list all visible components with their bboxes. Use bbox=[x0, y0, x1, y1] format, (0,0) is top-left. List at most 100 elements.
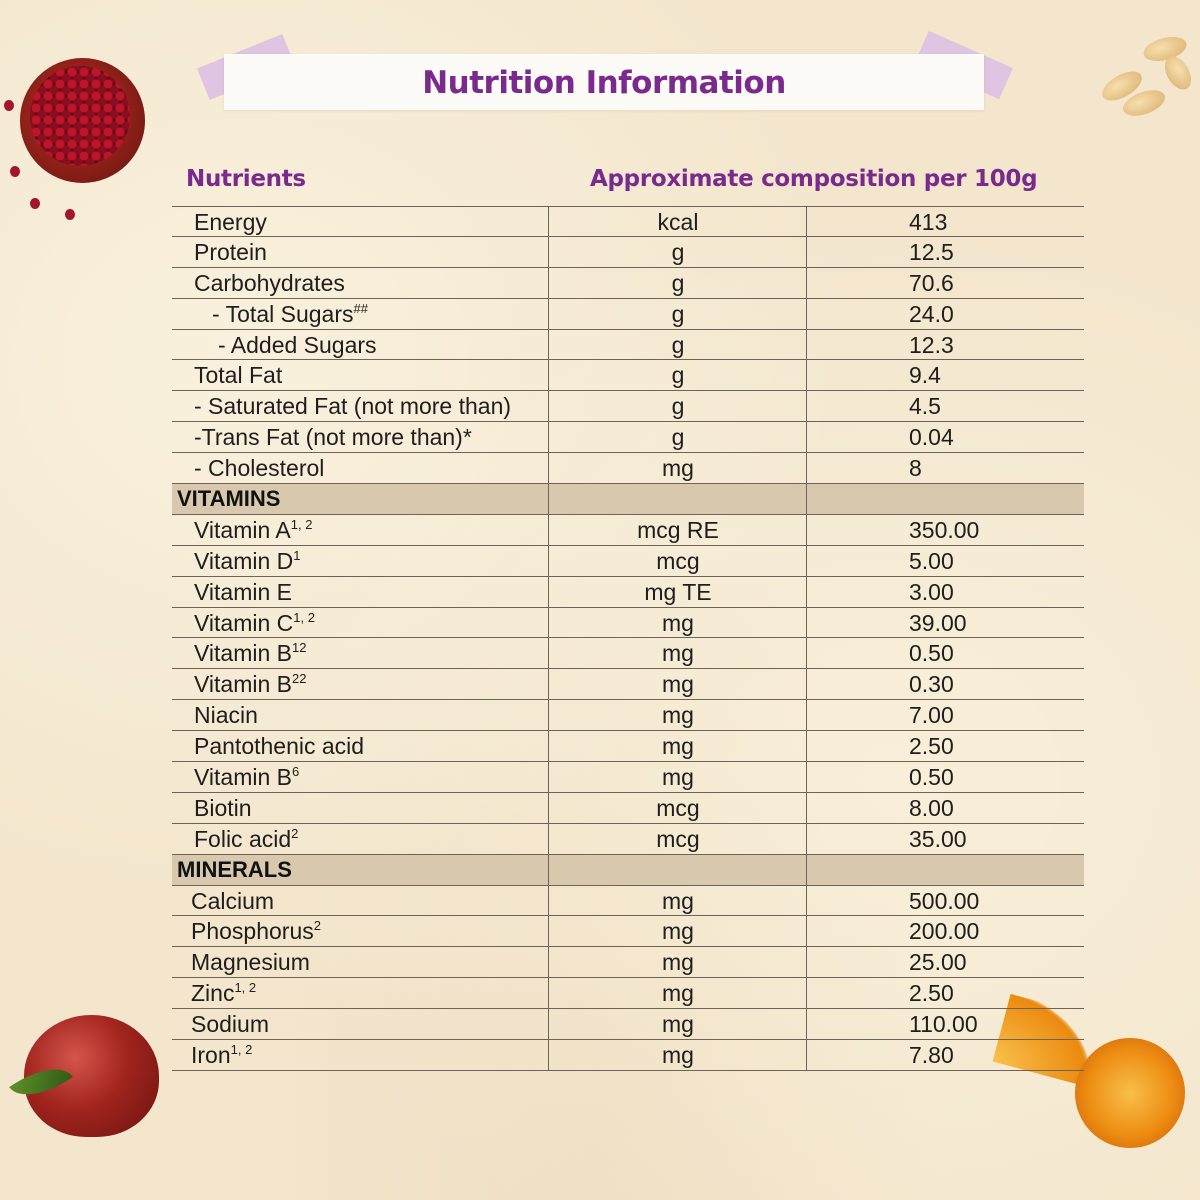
section-title: MINERALS bbox=[172, 855, 553, 885]
value-cell: 0.04 bbox=[806, 422, 1085, 453]
nutrient-name: Vitamin E bbox=[172, 577, 570, 607]
footnote-marker: 1 bbox=[293, 547, 301, 563]
unit-cell: mg bbox=[548, 762, 807, 792]
value-cell bbox=[806, 484, 1085, 514]
unit-cell: mg bbox=[548, 947, 807, 978]
nutrient-label: Vitamin E bbox=[194, 578, 293, 605]
nutrient-label: MINERALS bbox=[177, 856, 292, 882]
nutrient-value: 8.00 bbox=[909, 794, 954, 821]
unit-cell: mcg bbox=[548, 792, 807, 823]
unit-cell: g bbox=[548, 298, 807, 329]
nutrient-value: 5.00 bbox=[909, 547, 954, 574]
nutrient-label: - Cholesterol bbox=[194, 455, 325, 482]
nutrient-name: Folic acid2 bbox=[172, 824, 570, 854]
nutrient-label: Folic acid bbox=[194, 825, 292, 852]
value-cell: 5.00 bbox=[806, 545, 1085, 576]
nutrient-name: Vitamin B22 bbox=[172, 669, 570, 699]
nutrient-label: Niacin bbox=[194, 702, 258, 729]
value-cell: 2.50 bbox=[806, 731, 1085, 762]
table-row: Sodium mg 110.00 bbox=[172, 1009, 1084, 1041]
nutrient-label: Magnesium bbox=[191, 949, 310, 976]
value-cell: 3.00 bbox=[806, 576, 1085, 607]
footnote-marker: 12 bbox=[292, 640, 307, 656]
nutrient-label: Phosphorus bbox=[191, 918, 314, 945]
nutrient-name: Vitamin C1, 2 bbox=[172, 608, 570, 638]
value-cell: 12.3 bbox=[806, 329, 1085, 360]
value-cell: 350.00 bbox=[806, 514, 1085, 545]
table-row: Vitamin C1, 2 mg 39.00 bbox=[172, 607, 1085, 639]
footnote-marker: 2 bbox=[313, 918, 321, 934]
value-cell: 500.00 bbox=[806, 885, 1085, 916]
nutrient-name: Zinc1, 2 bbox=[172, 978, 567, 1008]
nutrient-name: - Added Sugars bbox=[172, 330, 594, 360]
unit-cell: mg bbox=[548, 885, 807, 916]
section-header-row: MINERALS bbox=[172, 854, 1084, 886]
nutrient-label: Vitamin D bbox=[194, 547, 294, 574]
nutrient-value: 12.5 bbox=[909, 238, 954, 265]
unit-cell: mg bbox=[548, 1040, 807, 1070]
value-cell: 39.00 bbox=[806, 607, 1085, 638]
nutrient-name: - Cholesterol bbox=[172, 453, 570, 483]
unit-cell: mg bbox=[548, 978, 807, 1009]
nutrient-label: Vitamin C bbox=[194, 609, 294, 636]
value-cell: 0.30 bbox=[806, 669, 1085, 700]
nutrient-label: Calcium bbox=[191, 887, 275, 914]
value-cell: 24.0 bbox=[806, 298, 1085, 329]
nutrient-value: 9.4 bbox=[909, 362, 941, 389]
nutrient-label: -Trans Fat (not more than)* bbox=[194, 424, 472, 451]
nutrient-label: - Saturated Fat (not more than) bbox=[194, 393, 512, 420]
value-cell: 2.50 bbox=[806, 978, 1085, 1009]
nutrient-label: Zinc bbox=[191, 980, 235, 1007]
table-row: - Saturated Fat (not more than) g 4.5 bbox=[172, 391, 1084, 423]
table-row: Pantothenic acid mg 2.50 bbox=[172, 731, 1085, 763]
nutrient-value: 110.00 bbox=[909, 1011, 978, 1038]
footnote-marker: 1, 2 bbox=[290, 516, 313, 532]
value-cell: 9.4 bbox=[806, 360, 1085, 391]
section-header-row: VITAMINS bbox=[172, 484, 1084, 515]
pomegranate-seeds-image bbox=[30, 66, 130, 166]
nutrient-name: Biotin bbox=[172, 793, 570, 823]
table-row: Energy kcal 413 bbox=[172, 206, 1084, 237]
table-row: - Total Sugars## g 24.0 bbox=[172, 298, 1085, 330]
nutrient-value: 35.00 bbox=[909, 825, 967, 852]
composition-header: Approximate composition per 100g bbox=[590, 166, 1038, 192]
value-cell: 7.00 bbox=[806, 700, 1085, 731]
table-row: Calcium mg 500.00 bbox=[172, 885, 1085, 917]
nutrients-header: Nutrients bbox=[186, 166, 306, 192]
value-cell: 0.50 bbox=[806, 762, 1085, 792]
unit-cell: g bbox=[548, 360, 807, 391]
unit-cell: kcal bbox=[548, 207, 807, 236]
nutrient-label: Biotin bbox=[194, 794, 252, 821]
value-cell: 8.00 bbox=[806, 792, 1085, 823]
page-title: Nutrition Information bbox=[422, 65, 786, 101]
table-row: Protein g 12.5 bbox=[172, 236, 1084, 268]
nutrient-value: 7.80 bbox=[909, 1042, 954, 1069]
nutrient-name: Carbohydrates bbox=[172, 268, 570, 298]
footnote-marker: 2 bbox=[291, 825, 299, 841]
pomegranate-seed bbox=[30, 198, 40, 209]
table-row: - Added Sugars g 12.3 bbox=[172, 329, 1085, 361]
table-row: Vitamin A1, 2 mcg RE 350.00 bbox=[172, 514, 1085, 546]
footnote-marker: ## bbox=[353, 300, 368, 316]
table-row: Vitamin B22 mg 0.30 bbox=[172, 669, 1085, 701]
unit-cell: mg bbox=[548, 669, 807, 700]
nutrient-name: Magnesium bbox=[172, 947, 567, 977]
table-row: Carbohydrates g 70.6 bbox=[172, 267, 1084, 299]
nutrient-name: Protein bbox=[172, 237, 570, 267]
value-cell: 8 bbox=[806, 453, 1085, 484]
value-cell: 200.00 bbox=[806, 916, 1085, 947]
footnote-marker: 1, 2 bbox=[293, 609, 315, 625]
table-row: -Trans Fat (not more than)* g 0.04 bbox=[172, 422, 1085, 454]
unit-cell bbox=[548, 484, 807, 514]
nutrient-name: -Trans Fat (not more than)* bbox=[172, 422, 570, 452]
table-row: Total Fat g 9.4 bbox=[172, 360, 1085, 392]
nutrient-value: 8 bbox=[909, 455, 922, 482]
nutrient-label: Pantothenic acid bbox=[194, 733, 365, 760]
table-row: Niacin mg 7.00 bbox=[172, 700, 1085, 732]
table-row: Vitamin D1 mcg 5.00 bbox=[172, 545, 1085, 577]
nutrient-name: Vitamin D1 bbox=[172, 546, 570, 576]
nutrient-name: Iron1, 2 bbox=[172, 1040, 567, 1070]
nutrient-label: - Added Sugars bbox=[218, 331, 377, 358]
nutrient-name: Niacin bbox=[172, 700, 570, 730]
